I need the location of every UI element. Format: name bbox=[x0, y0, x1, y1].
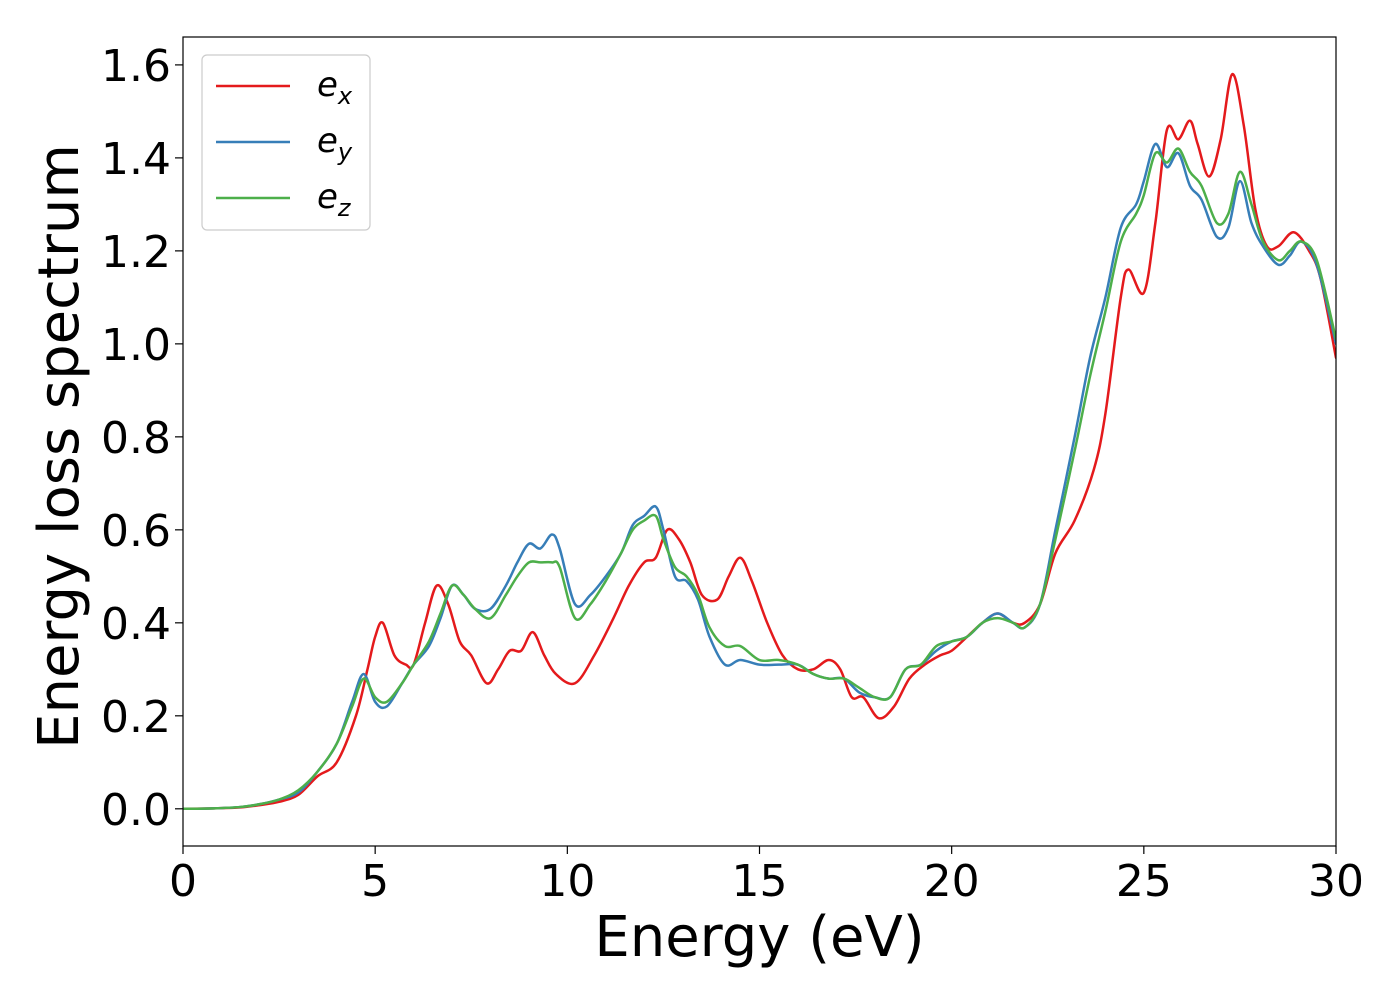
x-axis-title: Energy (eV) bbox=[594, 905, 924, 970]
legend-label: ey bbox=[317, 121, 353, 166]
x-tick-label: 5 bbox=[361, 856, 389, 907]
y-tick-label: 0.2 bbox=[101, 692, 171, 743]
series-line-ey bbox=[183, 142, 1336, 811]
y-tick-label: 1.0 bbox=[101, 320, 171, 371]
legend-label: ez bbox=[317, 177, 352, 222]
series-layer bbox=[183, 72, 1336, 811]
x-tick-label: 0 bbox=[169, 856, 197, 907]
x-axis-ticks: 0 5 10 15 20 25 30 bbox=[169, 846, 1364, 907]
x-tick-label: 10 bbox=[539, 856, 595, 907]
y-tick-label: 0.8 bbox=[101, 413, 171, 464]
legend-label-subscript: y bbox=[337, 138, 353, 166]
y-tick-label: 0.0 bbox=[101, 785, 171, 836]
series-line-ez bbox=[183, 147, 1336, 811]
legend-label-base: e bbox=[317, 65, 338, 105]
legend-label-subscript: x bbox=[337, 82, 353, 110]
y-axis-title: Energy loss spectrum bbox=[27, 144, 92, 749]
legend-item-ex: ex bbox=[216, 65, 353, 110]
y-tick-label: 1.4 bbox=[101, 134, 171, 185]
y-axis-ticks: 0.0 0.2 0.4 0.6 0.8 1.0 1.2 1.4 1.6 bbox=[101, 41, 183, 836]
legend-label-subscript: z bbox=[337, 194, 352, 222]
y-tick-label: 0.6 bbox=[101, 506, 171, 557]
x-tick-label: 15 bbox=[732, 856, 788, 907]
y-tick-label: 0.4 bbox=[101, 599, 171, 650]
legend-label-base: e bbox=[317, 121, 338, 161]
x-tick-label: 25 bbox=[1116, 856, 1172, 907]
x-tick-label: 30 bbox=[1308, 856, 1364, 907]
y-tick-label: 1.2 bbox=[101, 227, 171, 278]
y-tick-label: 1.6 bbox=[101, 41, 171, 92]
legend-item-ez: ez bbox=[216, 177, 352, 222]
legend-item-ey: ey bbox=[216, 121, 353, 166]
legend-label-base: e bbox=[317, 177, 338, 217]
x-tick-label: 20 bbox=[924, 856, 980, 907]
legend-label: ex bbox=[317, 65, 353, 110]
